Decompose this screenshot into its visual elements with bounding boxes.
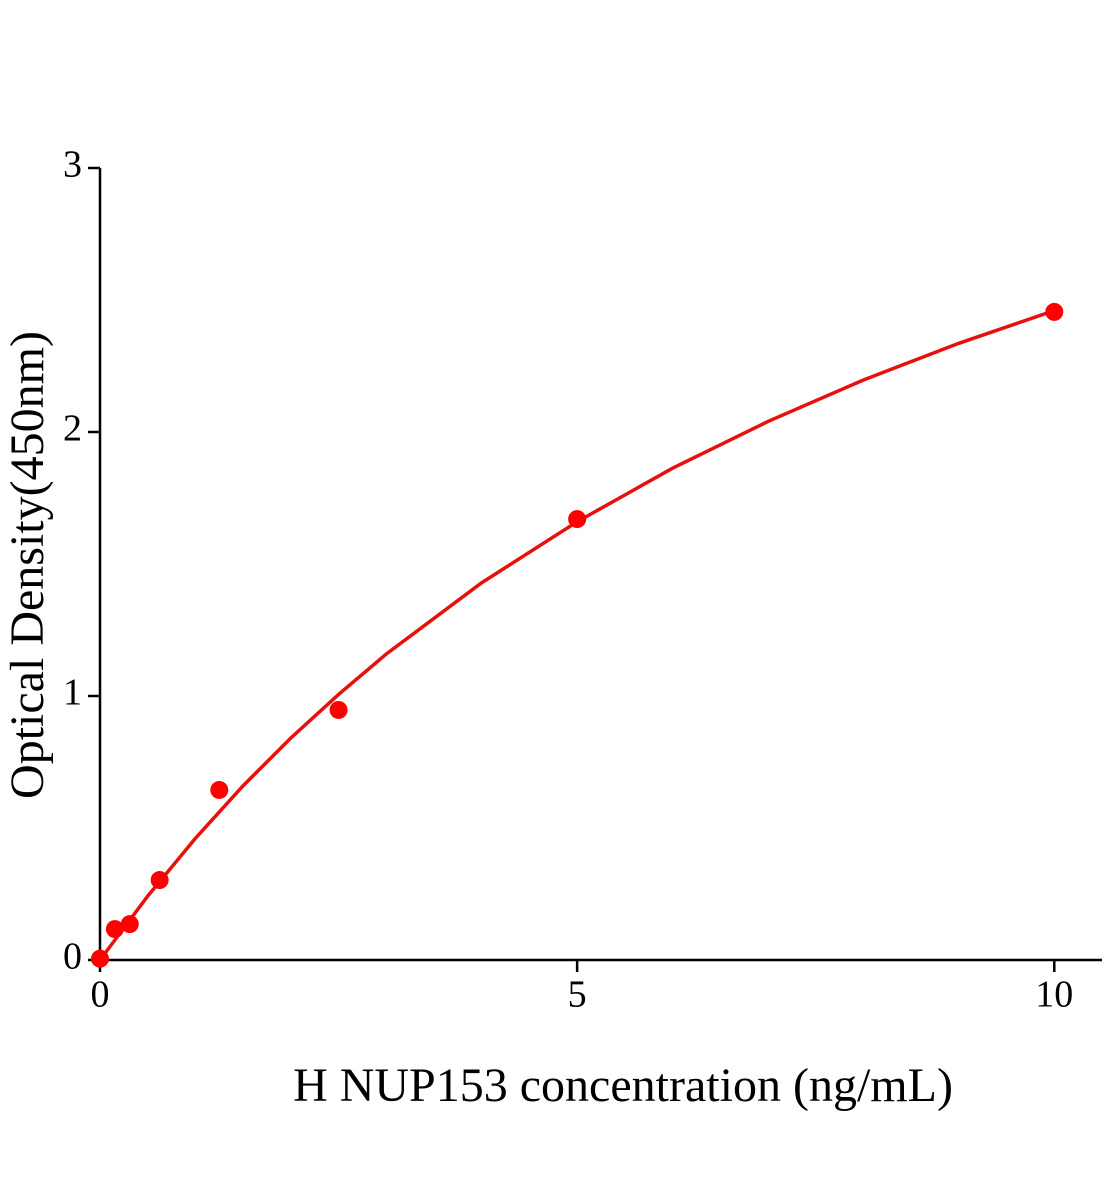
x-tick-label: 10	[1035, 974, 1073, 1016]
x-axis-title: H NUP153 concentration (ng/mL)	[293, 1059, 953, 1112]
data-point	[105, 920, 124, 939]
y-tick-label: 2	[63, 408, 82, 450]
data-point	[568, 510, 587, 529]
y-tick-label: 0	[63, 936, 82, 978]
y-tick-label: 1	[63, 672, 82, 714]
data-point	[329, 700, 348, 719]
data-point	[91, 949, 109, 968]
y-tick-label: 3	[63, 144, 82, 186]
data-point	[210, 780, 229, 799]
y-axis-title: Optical Density(450nm)	[1, 331, 54, 799]
data-point	[150, 871, 169, 890]
fit-curve	[98, 308, 1055, 962]
x-tick-label: 5	[568, 974, 587, 1016]
data-point	[1045, 302, 1064, 321]
x-tick-label: 0	[91, 974, 110, 1016]
data-point	[120, 915, 139, 934]
